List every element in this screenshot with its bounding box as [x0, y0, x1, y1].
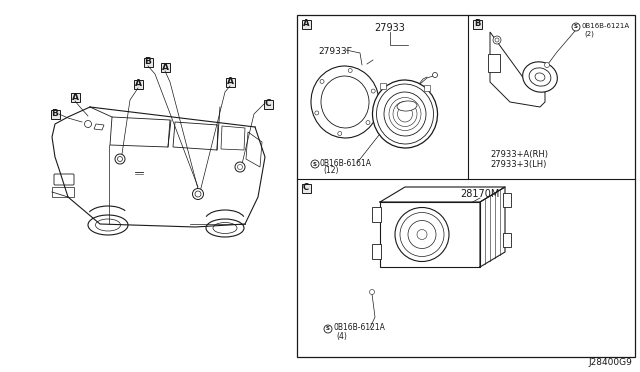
Circle shape [545, 62, 550, 67]
Ellipse shape [535, 73, 545, 81]
Text: 27933: 27933 [374, 23, 405, 33]
Circle shape [417, 230, 427, 240]
Text: C: C [265, 99, 271, 109]
Circle shape [315, 111, 319, 115]
Text: 0B16B-6121A: 0B16B-6121A [333, 324, 385, 333]
Bar [264, 99, 273, 109]
Circle shape [495, 38, 499, 42]
Text: 28170M: 28170M [460, 189, 500, 199]
Text: (4): (4) [336, 331, 347, 340]
Bar [472, 19, 481, 29]
Ellipse shape [529, 68, 551, 86]
Ellipse shape [376, 84, 433, 144]
Circle shape [237, 164, 243, 170]
Circle shape [493, 36, 501, 44]
FancyBboxPatch shape [54, 174, 74, 185]
Ellipse shape [397, 101, 417, 111]
Bar [372, 207, 381, 222]
Text: A: A [161, 62, 168, 71]
Text: J28400G9: J28400G9 [588, 358, 632, 367]
Bar [297, 15, 635, 357]
Ellipse shape [389, 97, 421, 131]
Bar [503, 233, 511, 247]
Bar [372, 244, 381, 259]
Circle shape [433, 73, 438, 77]
Text: B: B [474, 19, 480, 29]
Text: S: S [574, 25, 578, 29]
Circle shape [348, 68, 352, 73]
Circle shape [572, 23, 580, 31]
Ellipse shape [393, 102, 417, 126]
Bar [380, 83, 386, 89]
Circle shape [369, 289, 374, 295]
Bar [51, 109, 60, 119]
Bar [225, 77, 234, 87]
Text: B: B [52, 109, 58, 119]
Bar [161, 62, 170, 71]
Circle shape [118, 157, 122, 161]
Circle shape [84, 121, 92, 128]
Bar [424, 85, 430, 91]
Circle shape [395, 208, 449, 262]
Ellipse shape [95, 219, 120, 231]
Text: A: A [303, 19, 309, 29]
Text: A: A [134, 80, 141, 89]
Circle shape [193, 189, 204, 199]
Circle shape [115, 154, 125, 164]
Circle shape [366, 121, 370, 125]
Ellipse shape [372, 80, 438, 148]
Ellipse shape [311, 66, 379, 138]
Text: S: S [313, 161, 317, 167]
Text: 0B16B-6121A: 0B16B-6121A [581, 23, 629, 29]
Ellipse shape [523, 62, 557, 92]
Bar [380, 202, 480, 267]
Circle shape [324, 325, 332, 333]
Text: (12): (12) [323, 167, 339, 176]
Text: 27933Г: 27933Г [318, 47, 352, 56]
Text: 27933+A(RH): 27933+A(RH) [490, 150, 548, 159]
Circle shape [408, 221, 436, 248]
Bar [488, 54, 500, 72]
Text: C: C [303, 183, 309, 192]
Text: 0B16B-6161A: 0B16B-6161A [320, 158, 372, 167]
Circle shape [371, 89, 375, 93]
Bar [301, 183, 310, 192]
Text: 27933+3(LH): 27933+3(LH) [490, 160, 547, 169]
Bar [301, 19, 310, 29]
Ellipse shape [321, 76, 369, 128]
Text: A: A [72, 93, 79, 102]
Circle shape [400, 212, 444, 257]
Text: S: S [326, 327, 330, 331]
Bar [503, 193, 511, 207]
Circle shape [320, 80, 324, 83]
Text: A: A [227, 77, 234, 87]
Ellipse shape [213, 222, 237, 234]
Bar [143, 58, 152, 67]
Circle shape [195, 191, 201, 197]
Ellipse shape [397, 106, 413, 122]
Circle shape [338, 132, 342, 135]
Ellipse shape [88, 215, 128, 235]
Bar [70, 93, 79, 102]
Circle shape [235, 162, 245, 172]
Circle shape [311, 160, 319, 168]
Bar [134, 80, 143, 89]
Text: (2): (2) [584, 31, 594, 37]
Ellipse shape [206, 219, 244, 237]
FancyBboxPatch shape [52, 187, 74, 197]
Text: B: B [145, 58, 152, 67]
Ellipse shape [384, 92, 426, 136]
Ellipse shape [396, 105, 414, 124]
